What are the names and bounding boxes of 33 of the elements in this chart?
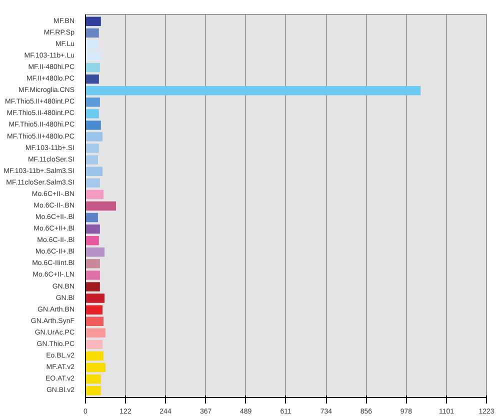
bar bbox=[86, 155, 98, 164]
bar bbox=[86, 178, 100, 188]
bar bbox=[86, 316, 104, 326]
bar bbox=[86, 212, 98, 222]
bar bbox=[86, 362, 106, 372]
bar bbox=[86, 120, 101, 130]
bar bbox=[86, 374, 101, 384]
bar bbox=[86, 74, 99, 84]
bar bbox=[86, 51, 102, 61]
bar bbox=[86, 236, 99, 246]
bar bbox=[86, 166, 103, 176]
bar bbox=[86, 282, 100, 292]
bar bbox=[86, 190, 104, 200]
bar bbox=[86, 86, 421, 96]
bar bbox=[86, 351, 104, 361]
bar bbox=[86, 270, 100, 280]
bar bbox=[86, 328, 106, 338]
bar bbox=[86, 386, 101, 396]
bar bbox=[86, 294, 105, 303]
bar bbox=[86, 98, 100, 107]
bar bbox=[86, 62, 100, 72]
bar bbox=[86, 340, 103, 350]
bar bbox=[86, 305, 103, 314]
bar bbox=[86, 28, 99, 38]
bar bbox=[86, 40, 98, 50]
bar bbox=[86, 248, 105, 257]
bar bbox=[86, 259, 100, 268]
bar bbox=[86, 132, 103, 142]
bar bbox=[86, 144, 99, 153]
bar bbox=[86, 109, 99, 118]
bar bbox=[86, 16, 101, 26]
bar bbox=[86, 201, 116, 211]
bar bbox=[86, 224, 100, 234]
